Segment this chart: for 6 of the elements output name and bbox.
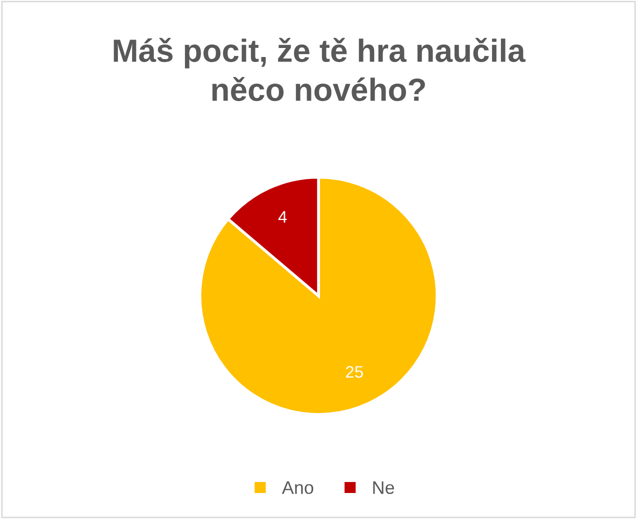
data-label: 25 [346,366,363,378]
data-label: 4 [278,211,287,223]
legend-label: Ano [282,481,314,494]
pie-slice [198,176,439,416]
chart-title: Máš pocit, že tě hra naučila něco nového? [114,38,526,102]
legend-label: Ne [373,481,394,494]
